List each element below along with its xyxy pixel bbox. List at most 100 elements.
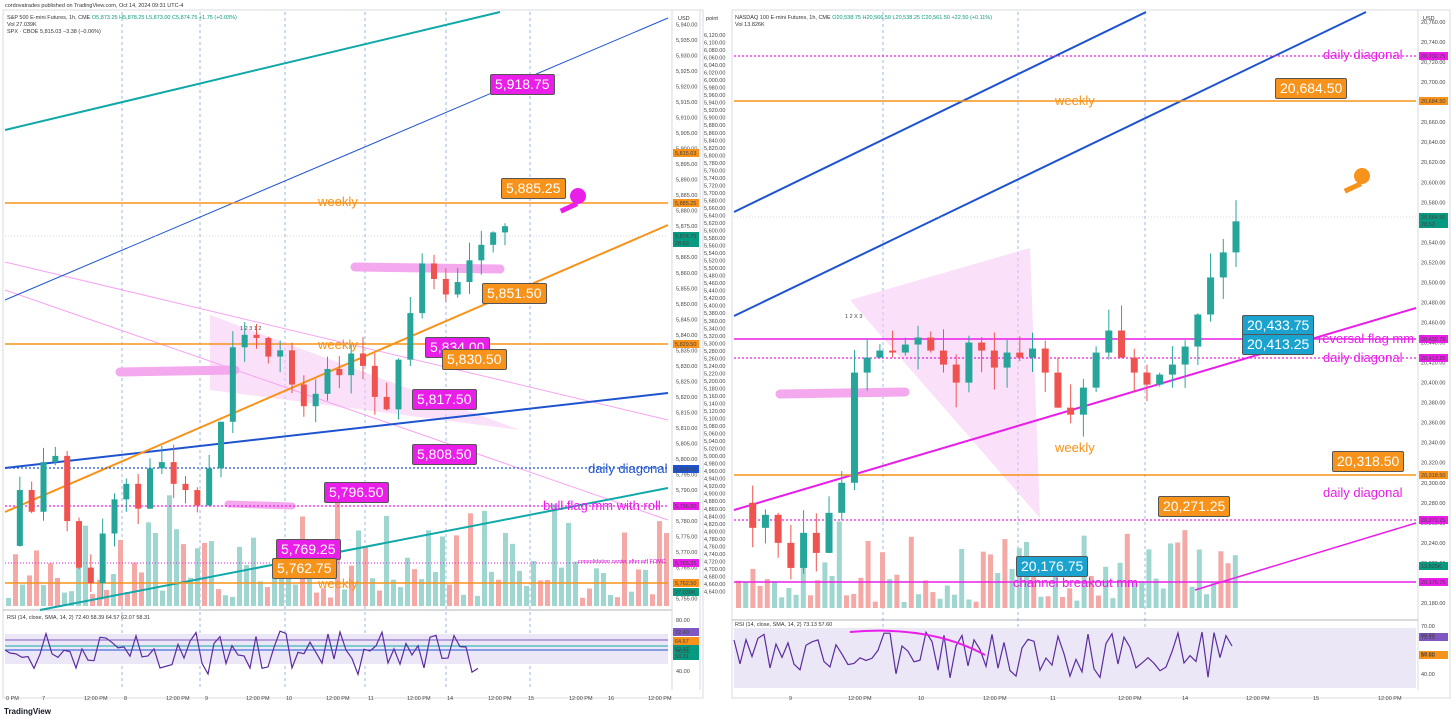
right-volume-bar [959,548,965,608]
right-candle-body [838,482,846,513]
right-candle-body [1130,357,1138,373]
left-price-tick-0: 5,940.00 [676,22,697,28]
right-volume-bar [808,595,813,608]
left-price-tick-34: 5,770.00 [676,550,697,556]
left-price-tick-13: 5,875.00 [676,224,697,230]
mid-price-tick-9: 5,940.00 [704,101,725,107]
left-volume-bar [573,561,578,606]
right-x-label-2: 10 [918,696,924,702]
right-volume-bar [1067,588,1073,608]
left-volume-bar [650,594,655,606]
left-volume-bar [538,580,543,606]
right-volume-bar [1218,551,1224,608]
mid-price-tick-12: 5,880.00 [704,123,725,129]
mid-price-tick-17: 5,780.00 [704,161,725,167]
right-price-tick-19: 20,380.00 [1421,401,1445,407]
left-price-tick-37: 5,755.00 [676,597,697,603]
left-candle-body [40,462,47,512]
left-candle-body [16,490,23,546]
right-badge-20271: 20,271.25 [1158,496,1231,517]
right-candle-body [901,344,909,353]
mid-price-tick-8: 5,960.00 [704,93,725,99]
mid-price-tick-70: 4,720.00 [704,559,725,565]
left-scale-tag: 5,808.50 [675,467,696,473]
left-price-tick-9: 5,895.00 [676,162,697,168]
right-volume-bar [1038,596,1044,608]
right-x-label-4: 11 [1050,696,1056,702]
left-volume-bar [615,597,620,606]
mid-price-tick-45: 5,220.00 [704,371,725,377]
left-volume-bar [363,547,368,606]
left-spx[interactable]: SPX · CBOE 5,815.03 −3.38 (−0.06%) [7,29,101,35]
right-volume-bar [844,595,849,608]
left-symbol[interactable]: S&P 500 E-mini Futures, 1h, CME [7,15,91,21]
left-x-label-7: 10 [286,696,292,702]
left-volume-bar [510,543,515,606]
right-rsi-tick-3: 40.00 [1421,672,1435,678]
right-rsi-divergence-line [849,629,986,656]
right-rsi-label[interactable]: RSI (14, close, SMA, 14, 2) 73.13 57.60 [735,622,833,628]
left-volume-bar [69,591,74,606]
mid-price-tick-41: 5,300.00 [704,341,725,347]
left-daily-diagonal-label: daily diagonal [588,461,668,476]
tradingview-footer[interactable]: TradingView [4,707,51,716]
right-scale-tag: 20,271.25 [1421,518,1445,524]
left-volume-bar [76,556,81,606]
right-volume-bar [772,581,777,608]
right-reversal-flag-label: reversal flag mm [1318,331,1415,346]
mid-price-tick-14: 5,840.00 [704,138,725,144]
right-rsi-tick-1: 60.00 [1421,633,1435,639]
right-volume-bar [1160,588,1166,608]
left-volume-bar [20,584,25,606]
right-candle-body [990,350,998,368]
left-price-tick-32: 5,780.00 [676,519,697,525]
left-scale-tag-bg [673,588,699,596]
left-consolidation-label: consolidation center after wtf FOMC [578,559,666,565]
left-price-tick-23: 5,825.00 [676,379,697,385]
right-daily-diagonal-label-1: daily diagonal [1323,47,1403,62]
right-volume-bar [937,598,943,608]
right-scale-tag: 13.826K [1421,564,1442,570]
left-price-tick-19: 5,845.00 [676,317,697,323]
left-x-label-3: 8 [124,696,127,702]
left-volume-bar [272,577,277,606]
right-candle-body [1041,348,1049,373]
right-scale-tag: 73.13 [1421,635,1435,641]
left-rsi-label[interactable]: RSI (14, close, SMA, 14, 2) 72.40 58.39 … [7,615,151,621]
right-candle-body [825,512,833,553]
right-weekly-label-1: weekly [1055,93,1095,108]
left-volume-bar [27,575,32,606]
right-x-label-1: 12:00 PM [848,696,872,702]
right-candle-body [1232,221,1240,253]
mid-price-tick-32: 5,480.00 [704,274,725,280]
right-price-tick-13: 20,500.00 [1421,280,1445,286]
right-price-tick-17: 20,420.00 [1421,361,1445,367]
right-volume-bar [779,597,785,608]
left-candle-body [265,337,272,357]
left-symbol-line: S&P 500 E-mini Futures, 1h, CME O5,873.2… [7,15,237,22]
left-key-icon-shaft [559,201,579,214]
right-volume-bar [944,585,950,608]
mid-price-tick-67: 4,780.00 [704,537,725,543]
right-symbol[interactable]: NASDAQ 100 E-mini Futures, 1h, CME [735,15,831,21]
right-volume-bar [750,568,756,608]
right-scale-tag-bg [1419,213,1448,221]
right-volume-bar [894,574,900,608]
right-channel-breakout-label: channel breakout mm [1013,575,1139,590]
left-candle-body [28,490,35,512]
right-volume-bar [966,599,972,608]
left-price-tick-1: 5,935.00 [676,38,697,44]
right-currency: USD [1423,16,1435,22]
left-price-tick-27: 5,805.00 [676,441,697,447]
right-volume-bar [1016,548,1022,608]
left-candle-body [407,313,414,360]
right-candle-body [952,364,960,383]
left-candle-body [466,260,473,283]
left-x-label-0: 0 PM [6,696,19,702]
mid-price-tick-52: 5,080.00 [704,424,725,430]
left-pink-marker-2 [350,262,505,274]
left-volume-bar [419,579,424,606]
left-price-tick-35: 5,765.00 [676,566,697,572]
left-weekly-label-2: weekly [318,337,358,352]
right-volume-bar [1124,533,1130,608]
